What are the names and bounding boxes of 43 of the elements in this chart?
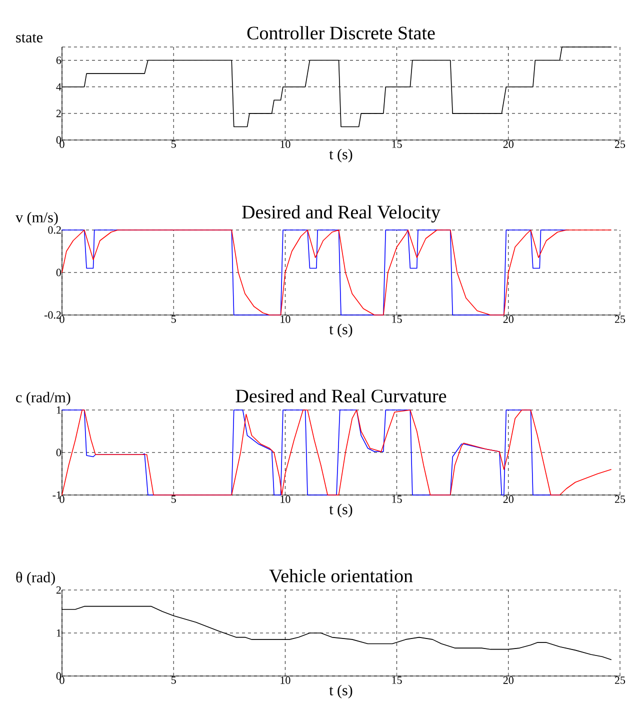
y-axis-title: v (m/s) [16,212,58,226]
x-tick-label: 15 [392,496,402,503]
chart-title: Desired and Real Velocity [242,205,440,222]
y-tick-label: 2 [56,586,61,594]
y-tick-label: 2 [56,110,61,118]
y-tick-label: 0.2 [48,226,61,234]
x-tick-label: 25 [614,140,626,148]
x-tick-label: 25 [614,676,626,684]
x-tick-label: 20 [503,496,514,503]
x-axis-title: t (s) [329,504,352,518]
x-tick-label: 15 [392,676,402,684]
x-tick-label: 5 [171,316,176,323]
chart-title: Vehicle orientation [269,569,413,582]
y-tick-label: 1 [56,629,61,637]
x-tick-label: 5 [171,140,176,148]
x-tick-label: 5 [171,496,176,503]
y-tick-label: 0 [56,448,62,456]
y-tick-label: 0 [56,268,62,276]
x-tick-label: 20 [503,316,514,323]
y-tick-label: -0.2 [44,311,61,319]
chart-title: Controller Discrete State [247,26,435,40]
x-tick-label: 15 [392,140,402,148]
x-tick-label: 10 [280,140,290,148]
x-tick-label: 25 [614,316,626,323]
x-axis-title: t (s) [329,684,352,698]
chart-title: Desired and Real Curvature [236,389,446,402]
x-tick-label: 25 [614,496,626,503]
y-tick-label: -1 [52,491,61,499]
x-tick-label: 10 [280,496,290,503]
x-tick-label: 5 [171,676,176,684]
y-tick-label: 1 [56,406,61,414]
x-axis-title: t (s) [329,324,352,338]
x-tick-label: 10 [280,316,290,323]
y-axis-title: state [16,34,42,42]
y-tick-label: 6 [56,56,62,64]
x-tick-label: 20 [503,676,514,684]
x-axis-title: t (s) [329,148,352,162]
x-tick-label: 15 [392,316,402,323]
y-tick-label: 4 [56,83,62,90]
y-axis-title: c (rad/m) [16,392,70,406]
y-axis-title: θ (rad) [16,572,55,586]
x-tick-label: 20 [503,140,514,148]
x-tick-label: 10 [280,676,290,684]
